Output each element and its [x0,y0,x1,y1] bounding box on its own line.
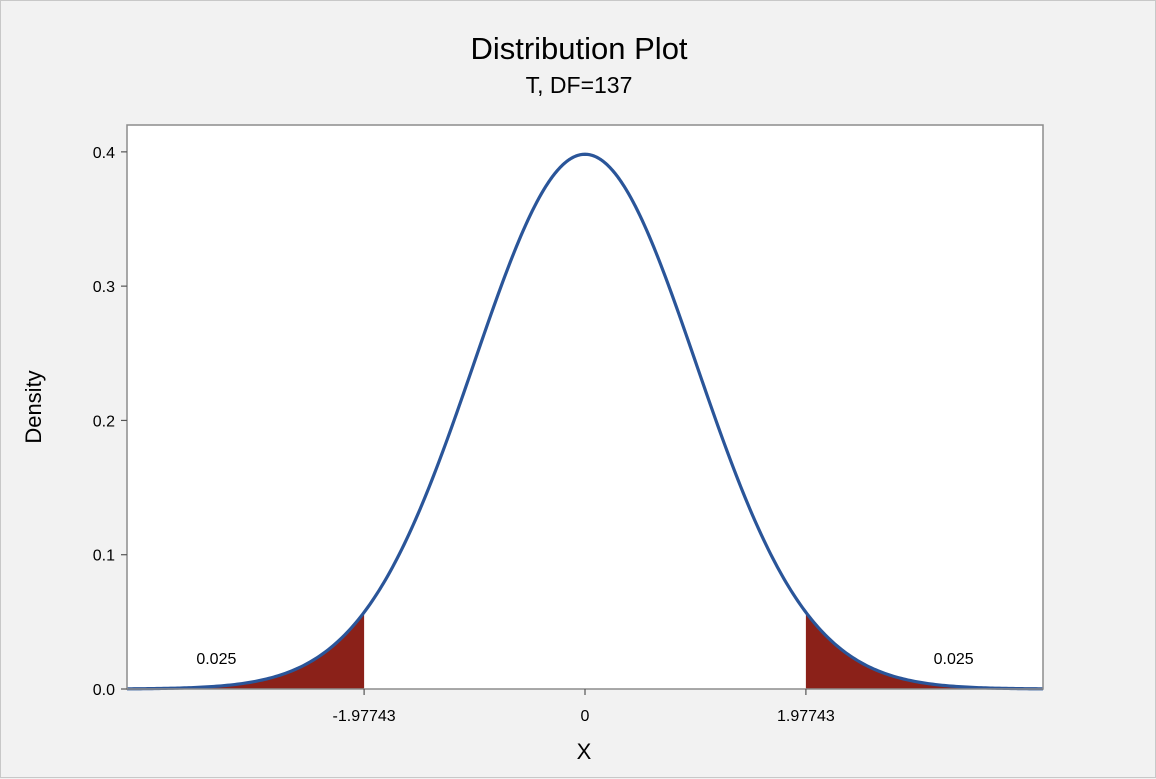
right-tail-label: 0.025 [934,651,974,668]
chart-title: Distribution Plot [470,31,687,66]
plot-area [127,125,1043,689]
right-tail-area [805,612,1043,689]
density-curve [126,152,1044,691]
chart-subtitle: T, DF=137 [526,72,633,98]
x-axis: -1.97743 0 1.97743 [333,689,835,725]
y-tick-label: 0.0 [93,682,115,699]
y-axis-label: Density [21,370,46,443]
y-axis: 0.0 0.1 0.2 0.3 0.4 [93,145,127,699]
y-tick-label: 0.4 [93,145,115,162]
tail-shading [127,612,1043,689]
y-tick-label: 0.1 [93,548,115,565]
left-tail-area [127,612,365,689]
y-tick-label: 0.3 [93,279,115,296]
x-tick-label: -1.97743 [333,708,396,725]
x-axis-label: X [577,739,592,764]
x-tick-label: 0 [581,708,590,725]
left-tail-label: 0.025 [196,651,236,668]
y-tick-label: 0.2 [93,413,115,430]
x-tick-label: 1.97743 [777,708,835,725]
tail-annotations: 0.025 0.025 [196,651,973,668]
